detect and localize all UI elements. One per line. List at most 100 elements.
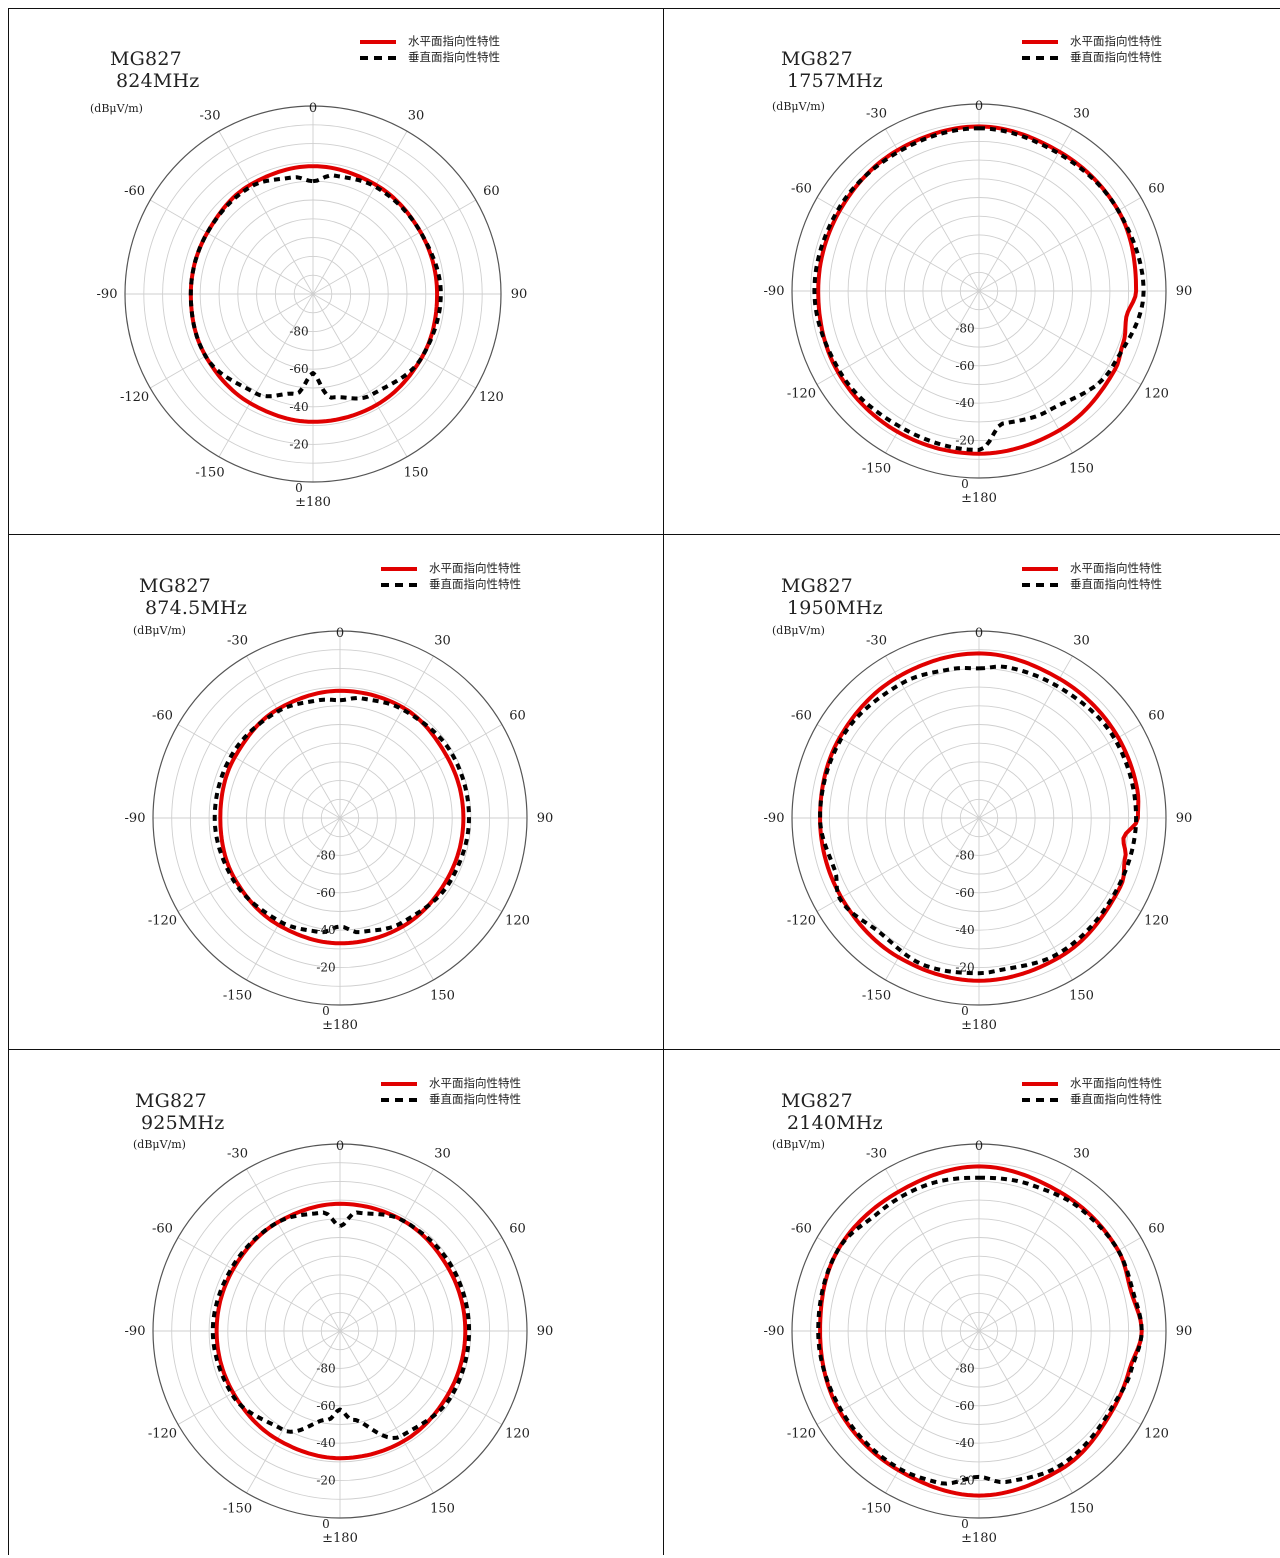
angle-tick-label: 60 (1148, 709, 1165, 724)
angle-tick-label: 30 (1073, 1146, 1090, 1161)
legend-swatch-vertical (360, 55, 396, 60)
radial-tick-label: -40 (955, 923, 974, 937)
angle-tick-label: 90 (1176, 1324, 1193, 1339)
grid-spoke (978, 1330, 1073, 1494)
angle-tick-label: -90 (125, 811, 146, 826)
angle-tick-label: 120 (505, 914, 530, 929)
angle-tick-label: -150 (195, 465, 224, 480)
angle-tick-label: 30 (434, 633, 451, 648)
legend-swatch-horizontal (381, 1081, 417, 1086)
legend-swatch-vertical (1022, 582, 1058, 587)
angle-tick-label: -30 (200, 109, 221, 124)
angle-tick-label: 0 (975, 1139, 983, 1154)
polar-plot: 0 30 60 90 120 150 ±180 -150 -120 -90 -60 -30 -80 -60… (125, 1139, 554, 1546)
angle-tick-label: 0 (336, 1139, 344, 1154)
frame-row2-line (8, 1049, 1280, 1050)
radial-tick-label: -40 (316, 923, 335, 937)
radial-tick-label: -80 (316, 848, 335, 862)
grid-spoke (339, 1330, 434, 1494)
angle-tick-label: 30 (434, 1146, 451, 1161)
radial-tick-label: -40 (316, 1436, 335, 1450)
grid-spoke (885, 128, 980, 292)
series-horizontal-line (218, 688, 466, 946)
legend-label-vertical: 垂直面指向性特性 (429, 577, 521, 591)
legend-label-horizontal: 水平面指向性特性 (1070, 34, 1162, 48)
series-horizontal-line (188, 164, 440, 424)
grid-spoke (246, 1168, 341, 1332)
grid-spoke (885, 290, 980, 454)
radial-tick-label: -60 (289, 362, 308, 376)
angle-tick-label: ±180 (322, 1018, 358, 1033)
radial-tick-label: -80 (316, 1361, 335, 1375)
angle-tick-label: ±180 (961, 491, 997, 506)
grid-spoke (246, 1330, 341, 1494)
grid-spoke (149, 199, 314, 295)
chart-legend: 水平面指向性特性 垂直面指向性特性 (381, 560, 521, 592)
angle-tick-label: ±180 (961, 1018, 997, 1033)
radial-tick-label: -40 (289, 400, 308, 414)
frame-middle-line (663, 8, 664, 1555)
legend-label-horizontal: 水平面指向性特性 (1070, 561, 1162, 575)
polar-plot: 0 30 60 90 120 150 ±180 -150 -120 -90 -60 -30 -80 -60… (764, 99, 1193, 506)
angle-tick-label: 90 (511, 287, 528, 302)
grid-spoke (246, 817, 341, 981)
angle-tick-label: 90 (537, 811, 554, 826)
angle-tick-label: 60 (1148, 1222, 1165, 1237)
legend-label-vertical: 垂直面指向性特性 (1070, 577, 1162, 591)
radial-tick-label: -20 (289, 437, 308, 451)
angle-tick-label: 60 (509, 709, 526, 724)
polar-plot: 0 30 60 90 120 150 ±180 -150 -120 -90 -60 -30 -80 -60… (764, 1139, 1193, 1546)
polar-plot: 0 30 60 90 120 150 ±180 -150 -120 -90 -60 -30 -80 -60… (125, 626, 554, 1033)
angle-tick-label: -90 (125, 1324, 146, 1339)
chart-grid (8, 8, 1280, 1555)
grid-spoke (149, 293, 314, 389)
grid-spoke (978, 1237, 1142, 1332)
angle-tick-label: 30 (408, 109, 425, 124)
legend-entry-horizontal: 水平面指向性特性 (1022, 560, 1162, 576)
chart-frequency-label: 1950MHz (787, 597, 883, 619)
angle-tick-label: -150 (223, 989, 252, 1004)
series-vertical-line (212, 696, 471, 935)
angle-tick-label: ±180 (322, 1531, 358, 1546)
angle-tick-label: -150 (223, 1502, 252, 1517)
grid-spoke (312, 130, 408, 295)
radial-tick-label: 0 (322, 1004, 330, 1018)
radial-tick-label: -40 (955, 1436, 974, 1450)
radial-unit-label: (dBμV/m) (133, 624, 186, 637)
angle-tick-label: -30 (227, 1146, 248, 1161)
angle-tick-label: 60 (1148, 182, 1165, 197)
angle-tick-label: 0 (975, 626, 983, 641)
chart-frequency-label: 824MHz (116, 70, 200, 92)
legend-swatch-vertical (1022, 1097, 1058, 1102)
angle-tick-label: -90 (764, 284, 785, 299)
angle-tick-label: -90 (764, 811, 785, 826)
angle-tick-label: -120 (787, 1427, 816, 1442)
polar-outer-ring (791, 103, 1167, 479)
legend-swatch-horizontal (360, 39, 396, 44)
legend-label-horizontal: 水平面指向性特性 (429, 1076, 521, 1090)
legend-label-vertical: 垂直面指向性特性 (429, 1092, 521, 1106)
polar-outer-ring (124, 105, 502, 483)
grid-spoke (339, 817, 434, 981)
radial-unit-label: (dBμV/m) (772, 1138, 825, 1151)
legend-entry-horizontal: 水平面指向性特性 (1022, 1075, 1162, 1091)
frame-top-line (8, 8, 1280, 9)
frame-row1-line (8, 534, 1280, 535)
angle-tick-label: 120 (479, 390, 504, 405)
series-vertical-line (812, 126, 1146, 452)
angle-tick-label: -120 (787, 914, 816, 929)
angle-tick-label: -60 (791, 182, 812, 197)
angle-tick-label: -120 (120, 390, 149, 405)
radial-tick-label: 0 (961, 1004, 969, 1018)
grid-spoke (312, 199, 477, 295)
grid-spoke (816, 290, 980, 385)
chart-legend: 水平面指向性特性 垂直面指向性特性 (381, 1075, 521, 1107)
angle-tick-label: 0 (336, 626, 344, 641)
legend-entry-vertical: 垂直面指向性特性 (1022, 576, 1162, 592)
radial-tick-label: -60 (955, 359, 974, 373)
angle-tick-label: 0 (975, 99, 983, 114)
polar-outer-ring (152, 1143, 528, 1519)
angle-tick-label: -60 (152, 709, 173, 724)
grid-spoke (816, 724, 980, 819)
angle-tick-label: 60 (483, 184, 500, 199)
